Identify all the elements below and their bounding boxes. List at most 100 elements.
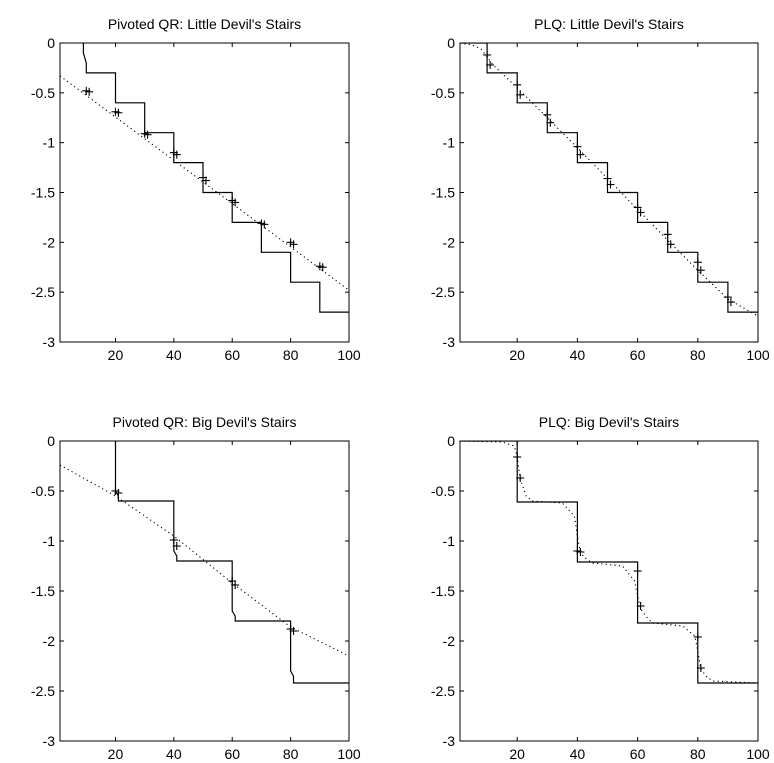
chart-title: Pivoted QR: Little Devil's Stairs: [108, 16, 301, 32]
y-tick-label: -0.5: [31, 85, 55, 101]
y-tick-label: -3: [43, 733, 56, 749]
x-tick-label: 100: [746, 746, 770, 762]
stair-series-line: [82, 43, 349, 313]
chart-panel-plq-big: PLQ: Big Devil's Stairs 20 40 60 80 100 0 -0.5 -…: [431, 414, 770, 762]
y-tick-label: -1.5: [31, 583, 55, 599]
chart-panel-pivoted-qr-big: Pivoted QR: Big Devil's Stairs 20 40 60 80 10…: [31, 414, 361, 762]
plus-marker: [513, 453, 522, 461]
x-tick-label: 80: [283, 347, 299, 363]
plus-marker: [693, 633, 702, 641]
y-tick-label: -2: [43, 633, 56, 649]
x-tick-label: 60: [224, 746, 240, 762]
plus-marker: [169, 536, 178, 544]
plus-marker: [633, 567, 642, 575]
x-tick-label: 80: [690, 347, 706, 363]
y-tick-label: -3: [443, 334, 456, 350]
plus-marker: [513, 80, 522, 89]
y-tick-label: -1.5: [31, 185, 55, 201]
x-tick-label: 60: [630, 347, 646, 363]
x-tick-label: 20: [108, 347, 124, 363]
plus-marker: [201, 176, 210, 185]
y-tick-label: -1.5: [431, 583, 455, 599]
plus-marker: [143, 130, 152, 139]
plus-marker: [516, 474, 525, 482]
y-tick-label: -2: [443, 633, 456, 649]
x-tick-label: 20: [509, 746, 525, 762]
plus-marker: [696, 664, 705, 672]
plot-area: [460, 43, 758, 317]
plus-marker: [546, 118, 555, 127]
plus-marker: [573, 142, 582, 151]
plus-marker: [606, 180, 615, 189]
x-tick-label: 40: [570, 347, 586, 363]
plus-marker: [114, 489, 123, 497]
x-tick-label: 40: [166, 347, 182, 363]
y-tick-label: 0: [47, 35, 55, 51]
y-tick-label: -2.5: [431, 284, 455, 300]
plot-area: [460, 441, 758, 684]
plus-marker: [516, 90, 525, 99]
y-tick-label: -2.5: [31, 683, 55, 699]
y-tick-label: -2.5: [431, 683, 455, 699]
y-tick-label: -1: [443, 533, 456, 549]
chart-panel-pivoted-qr-little: Pivoted QR: Little Devil's Stairs 20 40 60 8…: [31, 16, 361, 363]
stair-series-line: [114, 441, 349, 684]
plus-marker: [633, 203, 642, 212]
chart-title: PLQ: Little Devil's Stairs: [534, 16, 684, 32]
plus-marker: [114, 108, 123, 117]
plus-marker: [636, 602, 645, 610]
x-tick-label: 80: [690, 746, 706, 762]
x-tick-label: 60: [630, 746, 646, 762]
axes-frame: [459, 440, 759, 742]
x-tick-label: 20: [509, 347, 525, 363]
x-tick-label: 100: [337, 746, 361, 762]
y-tick-label: -1: [43, 533, 56, 549]
y-tick-label: -1: [443, 135, 456, 151]
y-tick-label: -0.5: [31, 483, 55, 499]
plus-marker: [636, 208, 645, 217]
y-tick-label: 0: [447, 35, 455, 51]
x-tick-label: 100: [337, 347, 361, 363]
dotted-series-line: [60, 75, 349, 291]
plus-marker: [603, 174, 612, 183]
plus-marker: [172, 150, 181, 159]
y-tick-label: 0: [447, 433, 455, 449]
x-tick-label: 100: [746, 347, 770, 363]
plus-marker: [231, 581, 240, 589]
plus-marker: [289, 240, 298, 249]
plus-marker: [260, 220, 269, 229]
y-tick-label: -2: [443, 234, 456, 250]
plus-marker: [726, 298, 735, 307]
plus-marker: [483, 50, 492, 59]
plus-marker: [696, 266, 705, 275]
dotted-series-line: [460, 441, 758, 684]
y-tick-label: -1: [43, 135, 56, 151]
plus-marker: [576, 150, 585, 159]
y-tick-label: -0.5: [431, 85, 455, 101]
y-tick-label: -2: [43, 234, 56, 250]
y-tick-label: 0: [47, 433, 55, 449]
plus-marker: [231, 198, 240, 207]
chart-title: PLQ: Big Devil's Stairs: [539, 414, 679, 430]
dotted-series-line: [460, 43, 758, 317]
stair-series-line: [460, 43, 758, 313]
plus-marker: [543, 110, 552, 119]
stair-series-line: [460, 441, 758, 684]
dotted-series-line: [60, 464, 349, 657]
plus-marker: [172, 542, 181, 550]
plus-marker: [663, 230, 672, 239]
x-tick-label: 80: [283, 746, 299, 762]
y-tick-label: -3: [443, 733, 456, 749]
x-tick-label: 60: [224, 347, 240, 363]
plus-marker: [666, 240, 675, 249]
y-tick-label: -2.5: [31, 284, 55, 300]
plus-marker: [85, 87, 94, 96]
plus-marker: [486, 60, 495, 69]
y-tick-label: -0.5: [431, 483, 455, 499]
plus-marker: [693, 258, 702, 267]
axes-frame: [59, 440, 350, 742]
plus-marker: [723, 293, 732, 302]
plot-area: [60, 441, 349, 684]
y-tick-label: -3: [43, 334, 56, 350]
